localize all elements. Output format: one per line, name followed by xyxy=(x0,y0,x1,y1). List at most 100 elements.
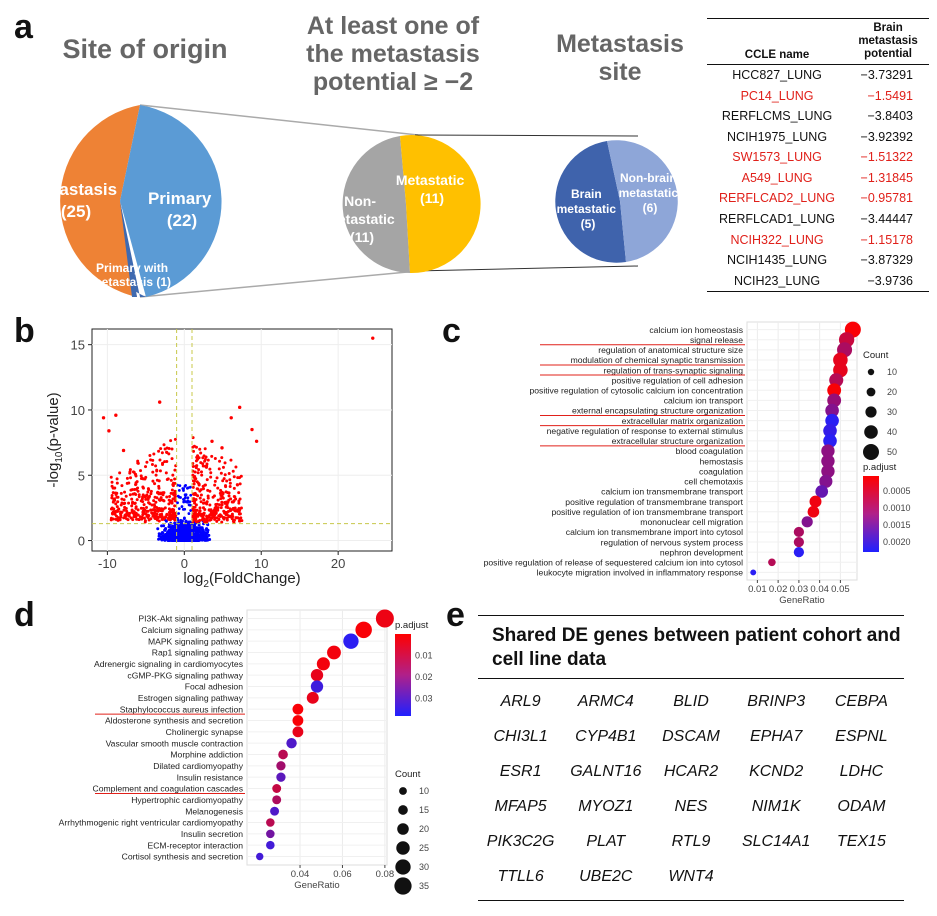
gene-name: UBE2C xyxy=(579,867,633,885)
data-point-sig xyxy=(193,470,197,474)
gene-name: SLC14A1 xyxy=(741,832,811,850)
dot-mark xyxy=(310,680,324,693)
panel-label-a: a xyxy=(14,8,33,46)
gene-name: KCND2 xyxy=(749,762,804,780)
gene-name: ESPNL xyxy=(835,727,888,745)
legend-size-label: 10 xyxy=(419,786,429,796)
data-point-sig xyxy=(150,463,154,467)
data-point-sig xyxy=(166,516,170,520)
panel-label-c: c xyxy=(442,312,461,350)
label-non-metastatic: Non- metastatic (11) xyxy=(325,193,398,245)
legend-size-dot xyxy=(864,425,878,439)
data-point-sig xyxy=(231,506,235,510)
dot-mark xyxy=(266,840,275,850)
data-point-sig xyxy=(151,470,155,474)
dot-mark xyxy=(823,423,837,438)
data-point-sig xyxy=(200,473,204,477)
data-point-sig xyxy=(198,496,202,500)
data-point-sig xyxy=(216,506,220,510)
data-point-sig xyxy=(172,497,176,501)
legend-size-dot xyxy=(394,877,412,895)
data-point-sig xyxy=(237,499,241,503)
data-point-sig xyxy=(140,476,144,480)
x-tick-label: 0.04 xyxy=(810,584,829,595)
dot-mark xyxy=(375,609,394,628)
term-label: Morphine addiction xyxy=(170,750,243,760)
data-point-sig xyxy=(211,495,215,499)
data-point-sig xyxy=(159,447,163,451)
data-point-sig xyxy=(130,488,134,492)
pie-metastasis-site: Brain metastatic (5) Non-brain metastati… xyxy=(555,140,678,263)
term-label: Dilated cardiomyopathy xyxy=(153,761,244,771)
data-point-sig xyxy=(152,503,156,507)
legend-color-tick: 0.0020 xyxy=(883,537,911,547)
data-point-sig xyxy=(217,517,221,521)
data-point-sig xyxy=(167,502,171,506)
data-point-sig xyxy=(202,517,206,521)
data-point-sig xyxy=(220,503,224,507)
legend-size-dot xyxy=(866,387,876,397)
data-point-ns xyxy=(181,528,185,532)
y-axis-label: -log10(p-value) xyxy=(45,392,65,487)
term-label: regulation of anatomical structure size xyxy=(598,345,743,355)
table-row: NCIH1975_LUNG −3.92392 xyxy=(707,126,929,147)
term-label: extracellular structure organization xyxy=(612,436,744,446)
data-point-ns xyxy=(180,526,184,530)
gene-name: NES xyxy=(674,797,708,815)
legend-size-label: 40 xyxy=(887,427,897,437)
dot-mark xyxy=(827,383,842,398)
term-label: Melanogenesis xyxy=(185,806,243,816)
data-point-sig xyxy=(109,507,113,511)
data-point-ns xyxy=(187,532,191,536)
term-label: Cortisol synthesis and secretion xyxy=(122,852,244,862)
term-label: Estrogen signaling pathway xyxy=(138,693,244,703)
data-point-ns xyxy=(184,494,187,498)
table-row: PC14_LUNG −1.5491 xyxy=(707,85,929,106)
dot-mark xyxy=(286,737,297,749)
data-point-sig xyxy=(219,471,223,475)
data-point-sig xyxy=(225,479,229,483)
legend-size-dot xyxy=(396,841,410,855)
data-point-sig xyxy=(201,464,205,468)
data-point-sig xyxy=(162,499,166,503)
data-point-ns xyxy=(160,531,164,535)
term-label: Staphylococcus aureus infection xyxy=(120,704,243,714)
legend-color-tick: 0.0010 xyxy=(883,503,911,513)
data-point-sig xyxy=(139,506,143,510)
data-point-sig xyxy=(231,469,235,473)
data-point-sig xyxy=(173,504,177,508)
dot-mark xyxy=(306,691,319,704)
gene-name: WNT4 xyxy=(668,867,714,885)
gene-name: BRINP3 xyxy=(747,692,806,710)
data-point-ns xyxy=(182,538,186,542)
data-point-sig xyxy=(146,490,150,494)
term-label: Insulin secretion xyxy=(181,829,243,839)
data-point-sig xyxy=(111,517,115,521)
data-point-ns xyxy=(187,503,191,507)
data-point-sig xyxy=(215,476,219,480)
label-metastatic: Metastatic (11) xyxy=(396,172,468,206)
data-point-sig xyxy=(156,507,160,511)
dot-mark xyxy=(793,536,805,548)
data-point-sig xyxy=(228,484,232,488)
data-point-sig xyxy=(115,477,119,481)
term-label: MAPK signaling pathway xyxy=(148,636,244,646)
table-row: RERFLCMS_LUNG −3.8403 xyxy=(707,106,929,127)
data-point-sig xyxy=(161,463,165,467)
data-point-sig xyxy=(156,509,160,513)
term-label: hemostasis xyxy=(700,456,743,466)
data-point xyxy=(237,405,242,410)
term-label: ECM-receptor interaction xyxy=(147,840,243,850)
data-point-sig xyxy=(110,494,114,498)
pie-slice-non-brain xyxy=(607,140,678,262)
data-point-ns xyxy=(164,526,168,530)
data-point-ns xyxy=(177,512,181,515)
dot-mark xyxy=(825,403,839,418)
legend-size-dot xyxy=(867,368,875,376)
data-point-sig xyxy=(110,480,114,484)
data-point-ns xyxy=(173,521,177,525)
pie-site-of-origin: Primary with metastasis (1) Metastasis (… xyxy=(30,105,222,297)
dot-mark xyxy=(256,852,264,861)
data-point-ns xyxy=(164,519,168,523)
